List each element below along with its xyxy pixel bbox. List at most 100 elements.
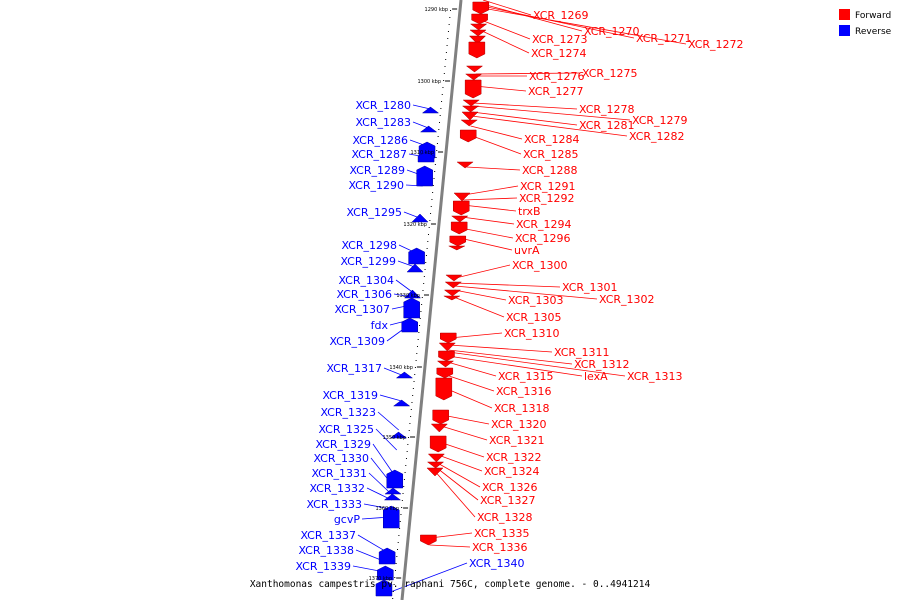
minor-tick bbox=[411, 402, 413, 403]
forward-leader-line bbox=[455, 264, 511, 279]
forward-gene-arrow bbox=[438, 350, 455, 362]
forward-leader-line bbox=[454, 289, 507, 301]
forward-gene-label-lexa: lexA bbox=[584, 370, 608, 383]
reverse-gene-arrow bbox=[392, 399, 411, 407]
forward-gene-arrow bbox=[429, 435, 447, 453]
forward-leader-line bbox=[429, 544, 471, 548]
forward-gene-arrow bbox=[468, 35, 487, 45]
minor-tick bbox=[413, 381, 415, 382]
minor-tick bbox=[400, 514, 402, 515]
forward-gene-arrow bbox=[426, 467, 444, 477]
minor-tick bbox=[431, 199, 433, 200]
gene-features bbox=[375, 1, 490, 597]
reverse-gene-label-xcr-1332: XCR_1332 bbox=[309, 482, 365, 495]
forward-gene-arrow bbox=[440, 332, 457, 344]
forward-gene-arrow bbox=[456, 161, 474, 169]
legend-reverse-swatch bbox=[839, 25, 850, 36]
minor-tick bbox=[438, 129, 440, 130]
minor-tick bbox=[450, 10, 452, 11]
minor-tick bbox=[410, 409, 412, 410]
forward-gene-arrow bbox=[472, 1, 490, 15]
minor-tick bbox=[418, 332, 420, 333]
reverse-gene-label-xcr-1323: XCR_1323 bbox=[320, 406, 376, 419]
forward-gene-arrow bbox=[420, 534, 437, 546]
reverse-gene-label-xcr-1283: XCR_1283 bbox=[355, 116, 411, 129]
forward-gene-label-xcr-1310: XCR_1310 bbox=[504, 327, 560, 340]
forward-gene-arrow bbox=[443, 289, 462, 297]
forward-leader-line bbox=[436, 467, 479, 501]
forward-gene-label-xcr-1275: XCR_1275 bbox=[582, 67, 638, 80]
reverse-leader-line bbox=[395, 279, 413, 293]
forward-leader-line bbox=[471, 111, 578, 126]
minor-tick bbox=[445, 59, 447, 60]
reverse-gene-label-xcr-1309: XCR_1309 bbox=[329, 335, 385, 348]
forward-leader-line bbox=[454, 285, 598, 300]
minor-tick bbox=[401, 500, 403, 501]
forward-gene-arrow bbox=[469, 23, 488, 31]
forward-gene-label-xcr-1327: XCR_1327 bbox=[480, 494, 536, 507]
reverse-leader-line bbox=[372, 443, 395, 476]
minor-tick bbox=[434, 171, 436, 172]
minor-tick bbox=[439, 122, 441, 123]
reverse-gene-arrow bbox=[389, 431, 408, 439]
forward-gene-arrow bbox=[449, 235, 467, 247]
minor-tick bbox=[439, 115, 441, 116]
reverse-gene-label-xcr-1307: XCR_1307 bbox=[334, 303, 390, 316]
reverse-gene-label-xcr-1331: XCR_1331 bbox=[311, 467, 367, 480]
minor-tick bbox=[449, 17, 451, 18]
minor-tick bbox=[405, 458, 407, 459]
forward-gene-label-xcr-1320: XCR_1320 bbox=[491, 418, 547, 431]
forward-gene-label-xcr-1269: XCR_1269 bbox=[533, 9, 589, 22]
forward-gene-arrow bbox=[435, 377, 453, 401]
minor-tick bbox=[444, 66, 446, 67]
reverse-gene-label-xcr-1286: XCR_1286 bbox=[352, 134, 408, 147]
reverse-leader-line bbox=[379, 394, 402, 402]
minor-tick bbox=[416, 346, 418, 347]
tick-label: 1320 kbp bbox=[403, 222, 427, 228]
forward-gene-arrow bbox=[445, 274, 463, 282]
reverse-gene-arrow bbox=[383, 493, 402, 501]
minor-tick bbox=[410, 416, 412, 417]
forward-gene-arrow bbox=[438, 342, 456, 352]
minor-tick bbox=[423, 276, 425, 277]
forward-gene-arrow bbox=[469, 29, 487, 37]
minor-tick bbox=[412, 388, 414, 389]
forward-gene-label-xcr-1274: XCR_1274 bbox=[531, 47, 587, 60]
forward-leader-line bbox=[439, 441, 485, 458]
minor-tick bbox=[415, 360, 417, 361]
tick-label: 1360 kbp bbox=[375, 506, 399, 512]
reverse-gene-label-xcr-1304: XCR_1304 bbox=[338, 274, 394, 287]
forward-leader-line bbox=[463, 197, 518, 201]
forward-leader-line bbox=[482, 5, 635, 39]
forward-gene-label-xcr-1313: XCR_1313 bbox=[627, 370, 683, 383]
forward-gene-label-xcr-1292: XCR_1292 bbox=[519, 192, 575, 205]
minor-tick bbox=[409, 423, 411, 424]
minor-tick bbox=[397, 549, 399, 550]
tick-label: 1290 kbp bbox=[425, 7, 449, 13]
minor-tick bbox=[392, 598, 394, 599]
minor-tick bbox=[432, 185, 434, 186]
minor-tick bbox=[425, 255, 427, 256]
forward-gene-arrow bbox=[460, 119, 478, 127]
forward-gene-arrow bbox=[451, 215, 469, 223]
forward-gene-arrow bbox=[468, 41, 486, 59]
minor-tick bbox=[435, 157, 437, 158]
reverse-gene-arrow bbox=[403, 289, 422, 299]
reverse-gene-label-xcr-1339: XCR_1339 bbox=[295, 560, 351, 573]
forward-gene-arrow bbox=[443, 295, 461, 301]
reverse-gene-arrow bbox=[377, 565, 394, 581]
reverse-leader-line bbox=[375, 428, 398, 451]
reverse-gene-label-xcr-1287: XCR_1287 bbox=[351, 148, 407, 161]
forward-leader-line bbox=[449, 344, 553, 353]
forward-gene-label-xcr-1282: XCR_1282 bbox=[629, 130, 685, 143]
forward-gene-arrow bbox=[452, 200, 470, 216]
forward-leader-line bbox=[470, 125, 523, 140]
minor-tick bbox=[398, 535, 400, 536]
minor-tick bbox=[441, 101, 443, 102]
forward-leader-line bbox=[459, 237, 513, 251]
minor-tick bbox=[420, 311, 422, 312]
reverse-gene-label-xcr-1338: XCR_1338 bbox=[298, 544, 354, 557]
forward-gene-arrow bbox=[465, 65, 484, 73]
